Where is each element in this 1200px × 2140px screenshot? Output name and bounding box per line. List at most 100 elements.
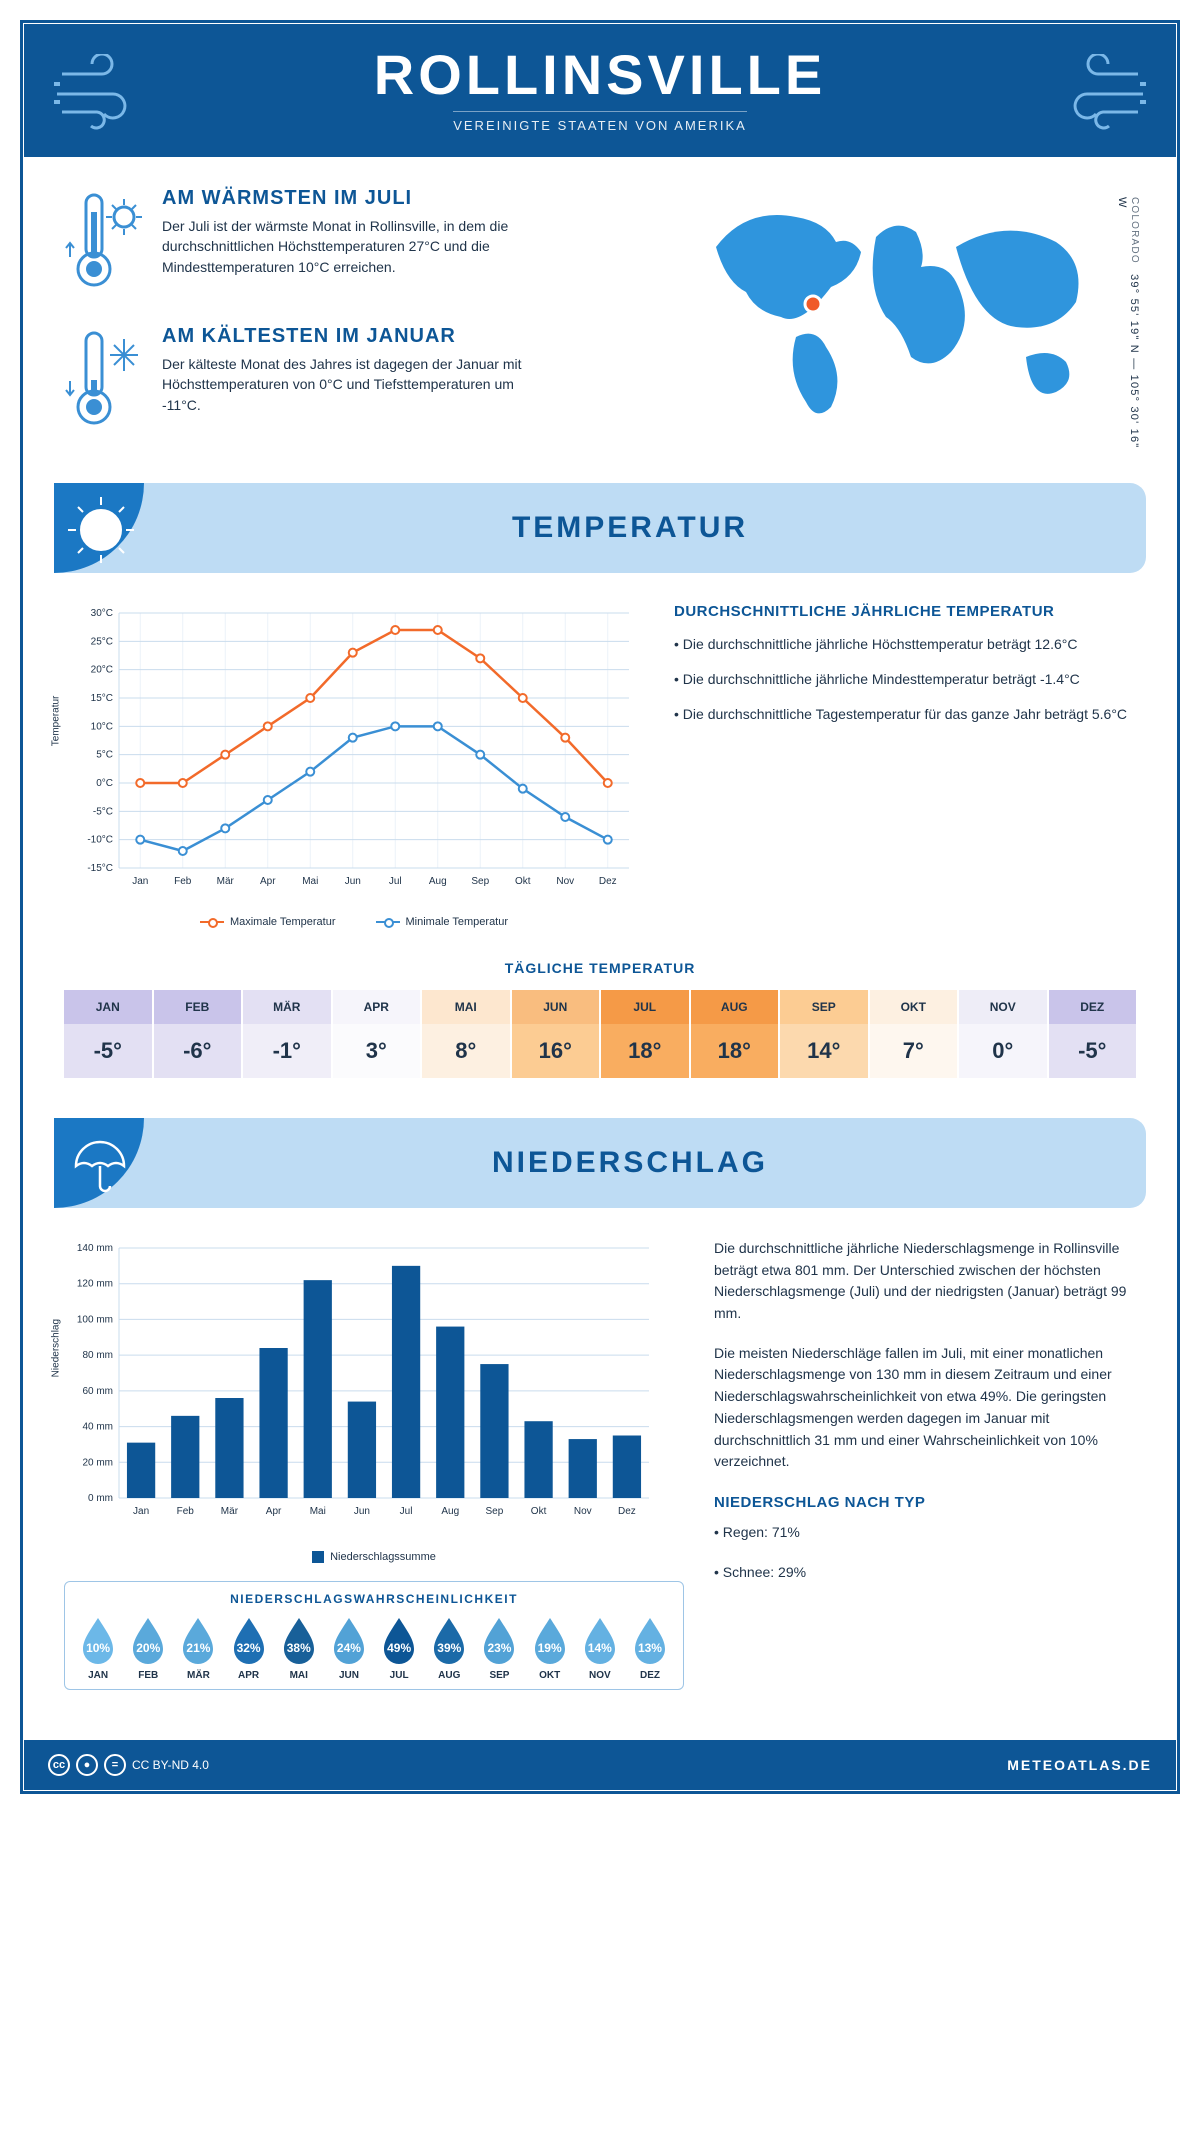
summary-bullet: • Die durchschnittliche jährliche Höchst… (674, 634, 1136, 655)
daily-cell: JAN-5° (64, 990, 154, 1078)
svg-text:Mai: Mai (302, 876, 318, 887)
precipitation-legend: Niederschlagssumme (64, 1551, 684, 1563)
daily-cell: SEP14° (780, 990, 870, 1078)
probability-cell: 39%AUG (424, 1616, 474, 1681)
probability-cell: 14%NOV (575, 1616, 625, 1681)
daily-cell: MAI8° (422, 990, 512, 1078)
svg-text:Mär: Mär (221, 1506, 239, 1517)
svg-text:Apr: Apr (266, 1506, 282, 1517)
warmest-text: Der Juli ist der wärmste Monat in Rollin… (162, 216, 522, 277)
temperature-legend: Maximale Temperatur Minimale Temperatur (64, 916, 644, 928)
raindrop-icon: 14% (581, 1616, 619, 1664)
raindrop-icon: 38% (280, 1616, 318, 1664)
svg-text:Jun: Jun (354, 1506, 370, 1517)
svg-text:Sep: Sep (486, 1506, 504, 1517)
by-icon: ● (76, 1754, 98, 1776)
daily-temperature-title: TÄGLICHE TEMPERATUR (24, 960, 1176, 976)
daily-cell: FEB-6° (154, 990, 244, 1078)
svg-text:Mär: Mär (217, 876, 235, 887)
probability-cell: 13%DEZ (625, 1616, 675, 1681)
probability-cell: 20%FEB (123, 1616, 173, 1681)
svg-text:Aug: Aug (429, 876, 447, 887)
svg-text:Dez: Dez (599, 876, 617, 887)
summary-bullet: • Die durchschnittliche Tagestemperatur … (674, 704, 1136, 725)
svg-text:Aug: Aug (441, 1506, 459, 1517)
svg-text:Jul: Jul (400, 1506, 413, 1517)
raindrop-icon: 32% (230, 1616, 268, 1664)
raindrop-icon: 10% (79, 1616, 117, 1664)
svg-text:140 mm: 140 mm (77, 1243, 113, 1254)
svg-text:Nov: Nov (556, 876, 574, 887)
svg-text:20 mm: 20 mm (82, 1457, 113, 1468)
svg-text:Mai: Mai (310, 1506, 326, 1517)
svg-text:5°C: 5°C (96, 750, 113, 761)
svg-text:0 mm: 0 mm (88, 1493, 113, 1504)
svg-text:80 mm: 80 mm (82, 1350, 113, 1361)
coldest-text: Der kälteste Monat des Jahres ist dagege… (162, 354, 522, 415)
raindrop-icon: 13% (631, 1616, 669, 1664)
svg-text:Jun: Jun (345, 876, 361, 887)
raindrop-icon: 21% (179, 1616, 217, 1664)
daily-cell: JUN16° (512, 990, 602, 1078)
daily-cell: MÄR-1° (243, 990, 333, 1078)
svg-text:60 mm: 60 mm (82, 1386, 113, 1397)
svg-text:10°C: 10°C (91, 721, 113, 732)
svg-text:Jan: Jan (133, 1506, 149, 1517)
svg-text:0°C: 0°C (96, 778, 113, 789)
wind-icon (52, 54, 152, 134)
temperature-summary: DURCHSCHNITTLICHE JÄHRLICHE TEMPERATUR •… (674, 603, 1136, 928)
svg-text:-10°C: -10°C (87, 835, 113, 846)
temperature-section-header: TEMPERATUR (54, 483, 1146, 573)
svg-text:100 mm: 100 mm (77, 1314, 113, 1325)
svg-text:Okt: Okt (515, 876, 531, 887)
svg-text:Nov: Nov (574, 1506, 592, 1517)
raindrop-icon: 39% (430, 1616, 468, 1664)
temperature-title: TEMPERATUR (512, 511, 748, 545)
precipitation-section-header: NIEDERSCHLAG (54, 1118, 1146, 1208)
nd-icon: = (104, 1754, 126, 1776)
license-label: CC BY-ND 4.0 (132, 1758, 209, 1772)
svg-text:Dez: Dez (618, 1506, 636, 1517)
raindrop-icon: 23% (480, 1616, 518, 1664)
precipitation-text: Die durchschnittliche jährliche Niedersc… (714, 1238, 1136, 1690)
brand-label: METEOATLAS.DE (1007, 1757, 1152, 1773)
svg-text:Apr: Apr (260, 876, 276, 887)
daily-cell: NOV0° (959, 990, 1049, 1078)
raindrop-icon: 19% (531, 1616, 569, 1664)
svg-text:40 mm: 40 mm (82, 1422, 113, 1433)
svg-text:Okt: Okt (531, 1506, 547, 1517)
temperature-chart: Temperatur -15°C-10°C-5°C0°C5°C10°C15°C2… (64, 603, 644, 928)
summary-bullet: • Die durchschnittliche jährliche Mindes… (674, 669, 1136, 690)
umbrella-icon (66, 1130, 132, 1196)
daily-cell: OKT7° (870, 990, 960, 1078)
svg-text:25°C: 25°C (91, 636, 113, 647)
intro-section: AM WÄRMSTEN IM JULI Der Juli ist der wär… (24, 157, 1176, 483)
precip-type-bullet: • Schnee: 29% (714, 1562, 1136, 1584)
warmest-title: AM WÄRMSTEN IM JULI (162, 187, 522, 210)
coldest-title: AM KÄLTESTEN IM JANUAR (162, 325, 522, 348)
svg-text:-15°C: -15°C (87, 863, 113, 874)
coordinates-label: COLORADO 39° 55' 19" N — 105° 30' 16" W (1116, 197, 1140, 463)
probability-cell: 49%JUL (374, 1616, 424, 1681)
svg-text:Feb: Feb (174, 876, 192, 887)
svg-text:30°C: 30°C (91, 608, 113, 619)
daily-temperature-table: JAN-5°FEB-6°MÄR-1°APR3°MAI8°JUN16°JUL18°… (64, 990, 1136, 1078)
page-header: ROLLINSVILLE VEREINIGTE STAATEN VON AMER… (24, 24, 1176, 157)
raindrop-icon: 24% (330, 1616, 368, 1664)
probability-cell: 21%MÄR (173, 1616, 223, 1681)
probability-cell: 38%MAI (274, 1616, 324, 1681)
page-footer: cc ● = CC BY-ND 4.0 METEOATLAS.DE (24, 1740, 1176, 1790)
svg-text:-5°C: -5°C (93, 806, 113, 817)
probability-cell: 23%SEP (474, 1616, 524, 1681)
city-title: ROLLINSVILLE (24, 42, 1176, 107)
probability-cell: 32%APR (224, 1616, 274, 1681)
coldest-block: AM KÄLTESTEN IM JANUAR Der kälteste Mona… (64, 325, 646, 435)
svg-text:120 mm: 120 mm (77, 1279, 113, 1290)
precipitation-chart: Niederschlag 0 mm20 mm40 mm60 mm80 mm100… (64, 1238, 684, 1563)
license-block: cc ● = CC BY-ND 4.0 (48, 1754, 209, 1776)
probability-cell: 19%OKT (525, 1616, 575, 1681)
raindrop-icon: 20% (129, 1616, 167, 1664)
svg-text:Jan: Jan (132, 876, 148, 887)
wind-icon (1048, 54, 1148, 134)
precipitation-title: NIEDERSCHLAG (492, 1146, 768, 1180)
